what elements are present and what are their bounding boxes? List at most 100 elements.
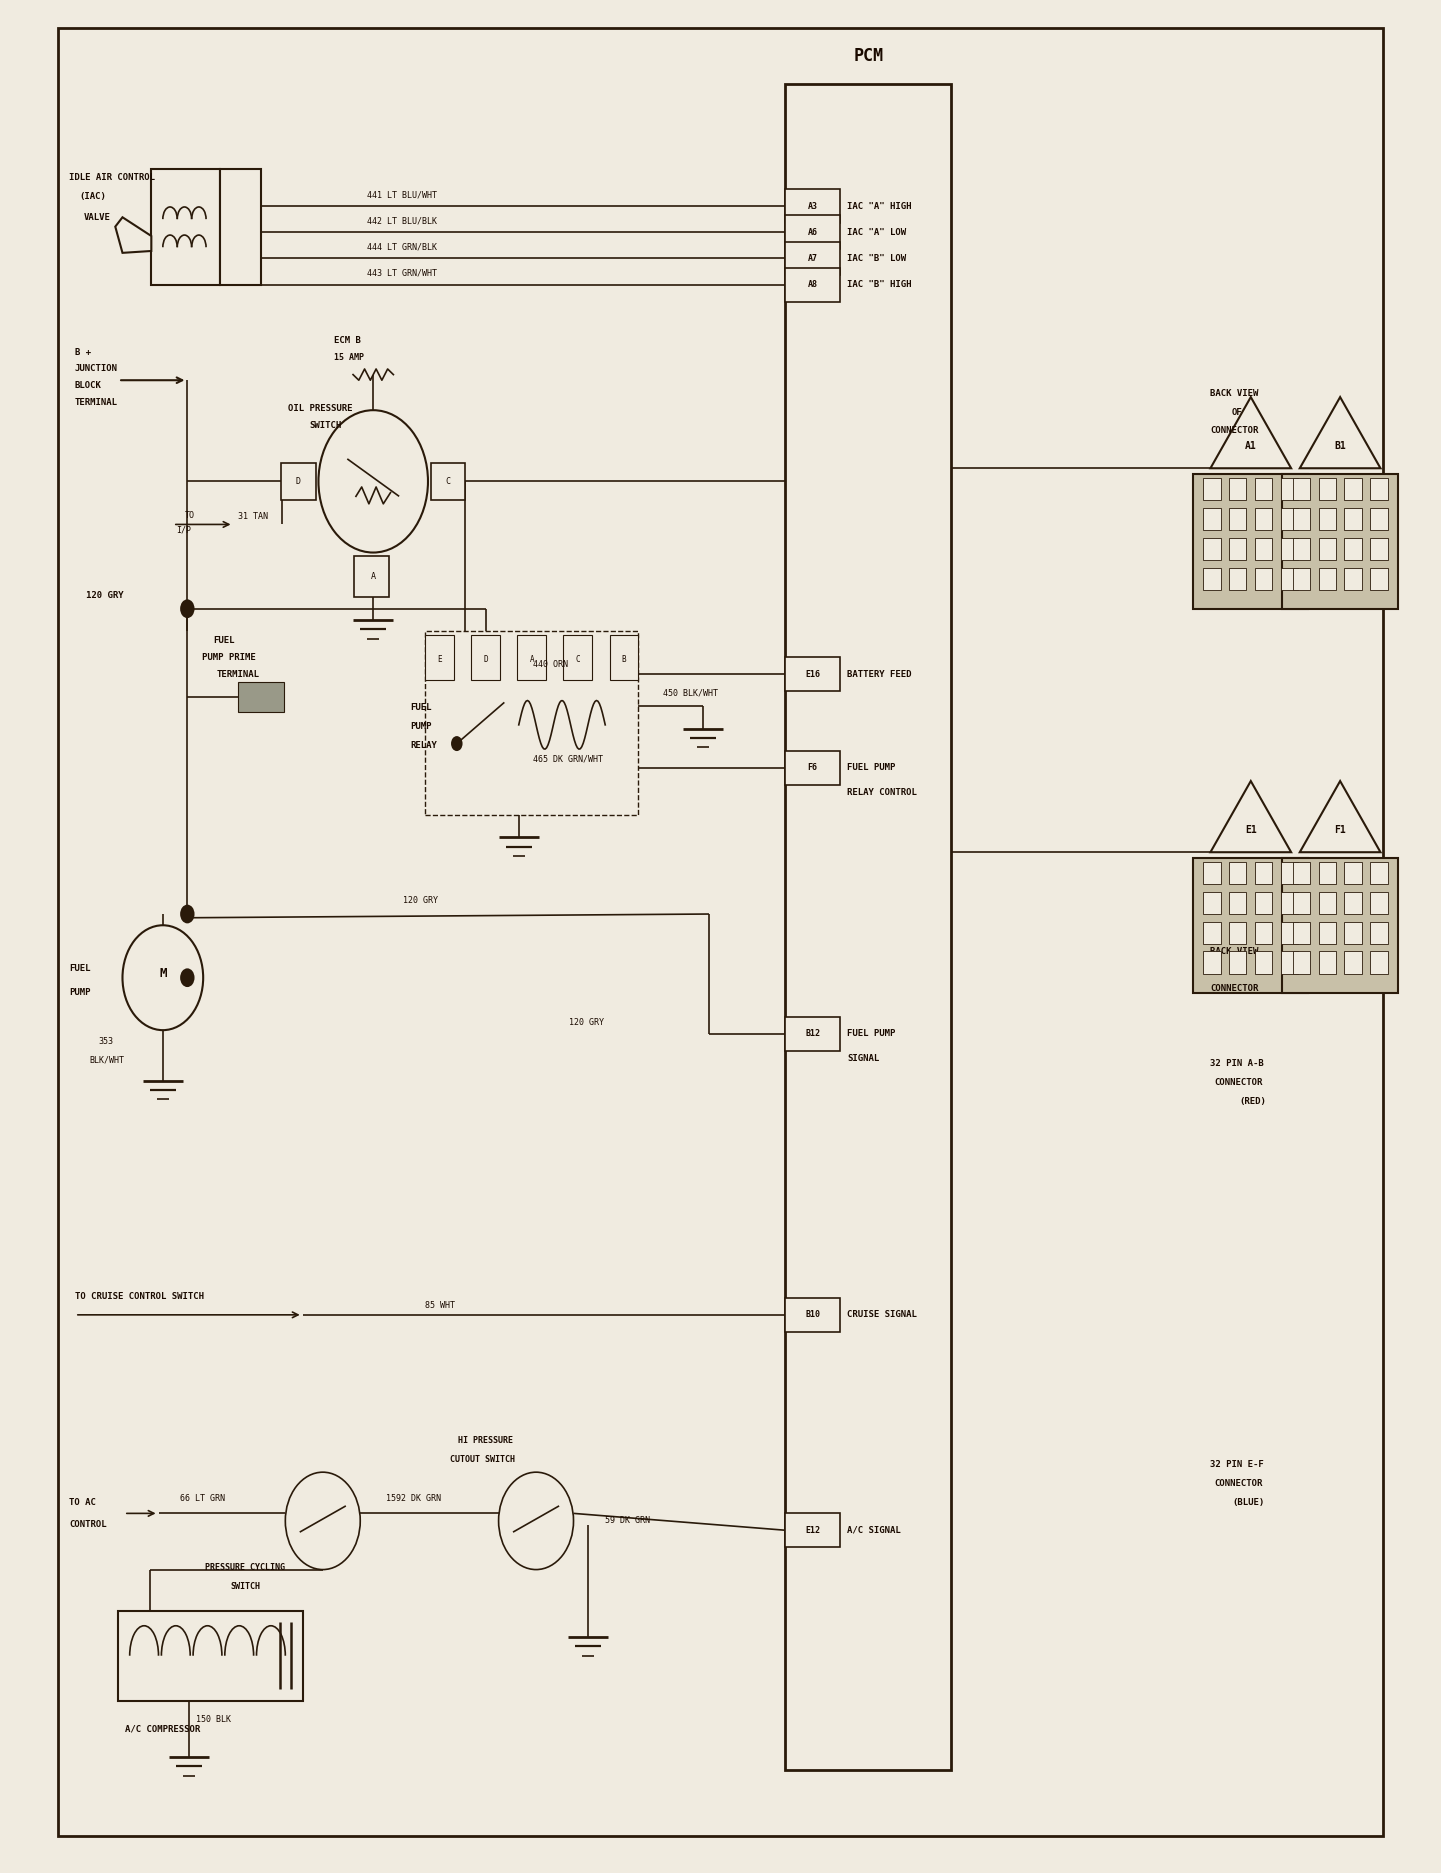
Bar — [118, 1611, 303, 1701]
Text: FUEL: FUEL — [213, 637, 235, 644]
Bar — [1255, 508, 1272, 530]
Bar — [1370, 862, 1388, 884]
Bar — [1255, 478, 1272, 500]
Bar — [517, 635, 546, 680]
Bar — [1203, 922, 1221, 944]
Bar — [1281, 478, 1298, 500]
Bar — [151, 169, 220, 285]
Bar — [1229, 478, 1246, 500]
Bar — [1370, 478, 1388, 500]
Bar — [1319, 508, 1336, 530]
Bar — [1344, 922, 1362, 944]
Text: IAC "A" HIGH: IAC "A" HIGH — [847, 202, 912, 210]
Text: A3: A3 — [808, 202, 817, 210]
Circle shape — [451, 736, 463, 751]
Circle shape — [122, 925, 203, 1030]
Text: PUMP PRIME: PUMP PRIME — [202, 654, 255, 661]
Text: A: A — [370, 573, 376, 581]
Bar — [1203, 538, 1221, 560]
Bar — [1229, 568, 1246, 590]
Bar — [1344, 508, 1362, 530]
Text: D: D — [295, 478, 301, 485]
Bar — [1319, 568, 1336, 590]
Text: FUEL: FUEL — [69, 965, 91, 972]
Bar — [1203, 478, 1221, 500]
Bar — [1370, 922, 1388, 944]
Text: CRUISE SIGNAL: CRUISE SIGNAL — [847, 1311, 916, 1319]
Text: OF: OF — [1232, 966, 1242, 974]
Polygon shape — [1300, 397, 1380, 468]
Text: IAC "B" HIGH: IAC "B" HIGH — [847, 281, 912, 288]
Text: FUEL PUMP: FUEL PUMP — [847, 1030, 896, 1038]
Bar — [1370, 951, 1388, 974]
Bar — [1344, 862, 1362, 884]
Bar — [1281, 892, 1298, 914]
Bar — [471, 635, 500, 680]
Text: FUEL: FUEL — [411, 704, 432, 712]
Text: B: B — [621, 656, 627, 663]
Text: 32 PIN E-F: 32 PIN E-F — [1210, 1461, 1264, 1468]
Bar — [1281, 538, 1298, 560]
Bar — [281, 463, 316, 500]
Text: B10: B10 — [806, 1311, 820, 1319]
Bar — [785, 1017, 840, 1051]
Bar — [785, 189, 840, 223]
Circle shape — [180, 905, 195, 923]
Bar — [1293, 862, 1310, 884]
Bar — [1319, 951, 1336, 974]
Text: CONNECTOR: CONNECTOR — [1215, 1079, 1264, 1086]
Bar — [1255, 538, 1272, 560]
Circle shape — [285, 1472, 360, 1570]
Bar — [1293, 478, 1310, 500]
Bar — [1319, 892, 1336, 914]
Bar — [425, 631, 638, 815]
Text: B12: B12 — [806, 1030, 820, 1038]
Text: 465 DK GRN/WHT: 465 DK GRN/WHT — [533, 755, 604, 762]
Text: A: A — [529, 656, 535, 663]
Text: BLK/WHT: BLK/WHT — [89, 1056, 124, 1064]
Bar — [1255, 922, 1272, 944]
Text: SWITCH: SWITCH — [310, 421, 342, 429]
Text: E: E — [437, 656, 442, 663]
Bar — [1255, 892, 1272, 914]
Bar — [1370, 508, 1388, 530]
Text: IAC "B" LOW: IAC "B" LOW — [847, 255, 906, 262]
Text: VALVE: VALVE — [84, 214, 111, 221]
Bar — [1229, 922, 1246, 944]
Text: A/C SIGNAL: A/C SIGNAL — [847, 1526, 901, 1534]
Bar — [1282, 858, 1398, 993]
Text: 441 LT BLU/WHT: 441 LT BLU/WHT — [367, 191, 438, 199]
Text: E12: E12 — [806, 1526, 820, 1534]
Bar — [785, 268, 840, 302]
Polygon shape — [1210, 781, 1291, 852]
Text: IDLE AIR CONTROL: IDLE AIR CONTROL — [69, 174, 156, 182]
Bar — [1255, 951, 1272, 974]
Text: 59 DK GRN: 59 DK GRN — [605, 1517, 650, 1525]
Text: I/P: I/P — [176, 526, 190, 534]
Circle shape — [180, 599, 195, 618]
Text: (BLUE): (BLUE) — [1232, 1498, 1264, 1506]
Text: CONNECTOR: CONNECTOR — [1210, 985, 1259, 993]
Bar — [1344, 478, 1362, 500]
Text: 85 WHT: 85 WHT — [425, 1302, 455, 1309]
Text: (RED): (RED) — [1239, 1098, 1267, 1105]
Text: RELAY CONTROL: RELAY CONTROL — [847, 789, 916, 796]
Bar — [785, 751, 840, 785]
Text: PCM: PCM — [853, 47, 883, 66]
Bar — [1229, 538, 1246, 560]
Bar — [1319, 538, 1336, 560]
Bar — [1281, 568, 1298, 590]
Bar — [1293, 538, 1310, 560]
Text: CONTROL: CONTROL — [69, 1521, 107, 1528]
Circle shape — [499, 1472, 574, 1570]
Bar — [1203, 951, 1221, 974]
Bar — [1203, 892, 1221, 914]
Text: 66 LT GRN: 66 LT GRN — [180, 1495, 225, 1502]
Bar — [1370, 538, 1388, 560]
Bar — [1281, 862, 1298, 884]
Bar — [1193, 474, 1308, 609]
Bar — [1229, 862, 1246, 884]
Text: A/C COMPRESSOR: A/C COMPRESSOR — [125, 1725, 200, 1733]
Text: B +: B + — [75, 348, 91, 356]
Bar — [1344, 951, 1362, 974]
